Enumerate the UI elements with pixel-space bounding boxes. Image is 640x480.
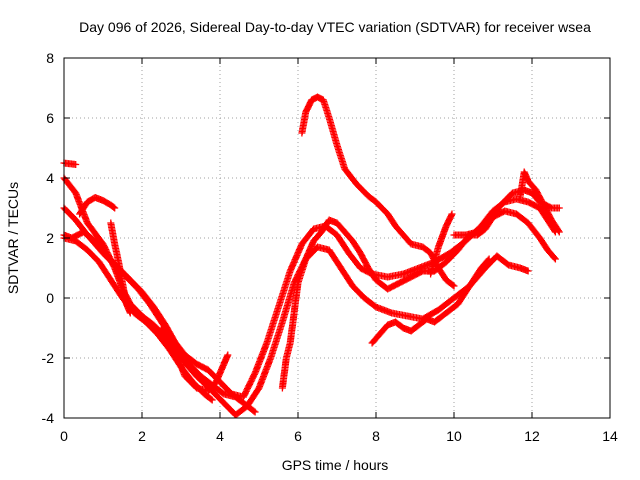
- y-tick-label: 6: [46, 110, 54, 126]
- data-point: [207, 395, 215, 403]
- x-tick-label: 2: [138, 428, 146, 444]
- series-track-1: [60, 159, 80, 168]
- x-tick-label: 14: [602, 428, 618, 444]
- data-point: [450, 282, 458, 290]
- ticks: 0 2 4 6 8 10 12 14 -4 -2 0 2 4 6 8: [42, 50, 618, 444]
- y-tick-label: 2: [46, 230, 54, 246]
- series-track-12: [427, 210, 456, 278]
- data-point: [251, 408, 259, 416]
- data-point: [485, 255, 493, 263]
- data-point: [110, 203, 118, 211]
- data-point: [524, 267, 532, 275]
- y-tick-label: 4: [46, 170, 54, 186]
- y-tick-label: 0: [46, 290, 54, 306]
- data-point: [208, 396, 216, 404]
- series-track-9: [278, 207, 559, 392]
- data-point: [224, 351, 232, 359]
- series-track-14: [516, 168, 563, 236]
- data-point: [72, 161, 80, 168]
- series-track-5: [60, 228, 259, 416]
- data-point: [449, 281, 457, 289]
- data-point: [250, 407, 258, 415]
- data-point: [484, 256, 492, 264]
- y-tick-label: 8: [46, 50, 54, 66]
- series-track-10: [298, 93, 458, 290]
- series-track-11: [368, 255, 493, 347]
- x-tick-label: 8: [372, 428, 380, 444]
- data-series: [60, 93, 563, 419]
- x-tick-label: 12: [524, 428, 540, 444]
- x-tick-label: 6: [294, 428, 302, 444]
- chart-title: Day 096 of 2026, Sidereal Day-to-day VTE…: [79, 19, 591, 35]
- data-point: [555, 228, 563, 236]
- data-point: [111, 204, 119, 212]
- series-track-6: [76, 194, 119, 218]
- series-track-4: [60, 234, 216, 404]
- data-point: [551, 255, 559, 263]
- series-track-7: [107, 219, 134, 317]
- data-point: [448, 210, 456, 218]
- data-point: [126, 309, 134, 317]
- data-point: [550, 254, 558, 262]
- data-point: [555, 204, 563, 212]
- y-tick-label: -4: [42, 410, 55, 426]
- data-point: [554, 227, 562, 235]
- x-tick-label: 4: [216, 428, 224, 444]
- x-tick-label: 10: [446, 428, 462, 444]
- y-tick-label: -2: [42, 350, 55, 366]
- x-tick-label: 0: [60, 428, 68, 444]
- y-axis-label: SDTVAR / TECUs: [5, 182, 21, 294]
- series-track-8: [158, 324, 232, 395]
- x-axis-label: GPS time / hours: [282, 457, 389, 473]
